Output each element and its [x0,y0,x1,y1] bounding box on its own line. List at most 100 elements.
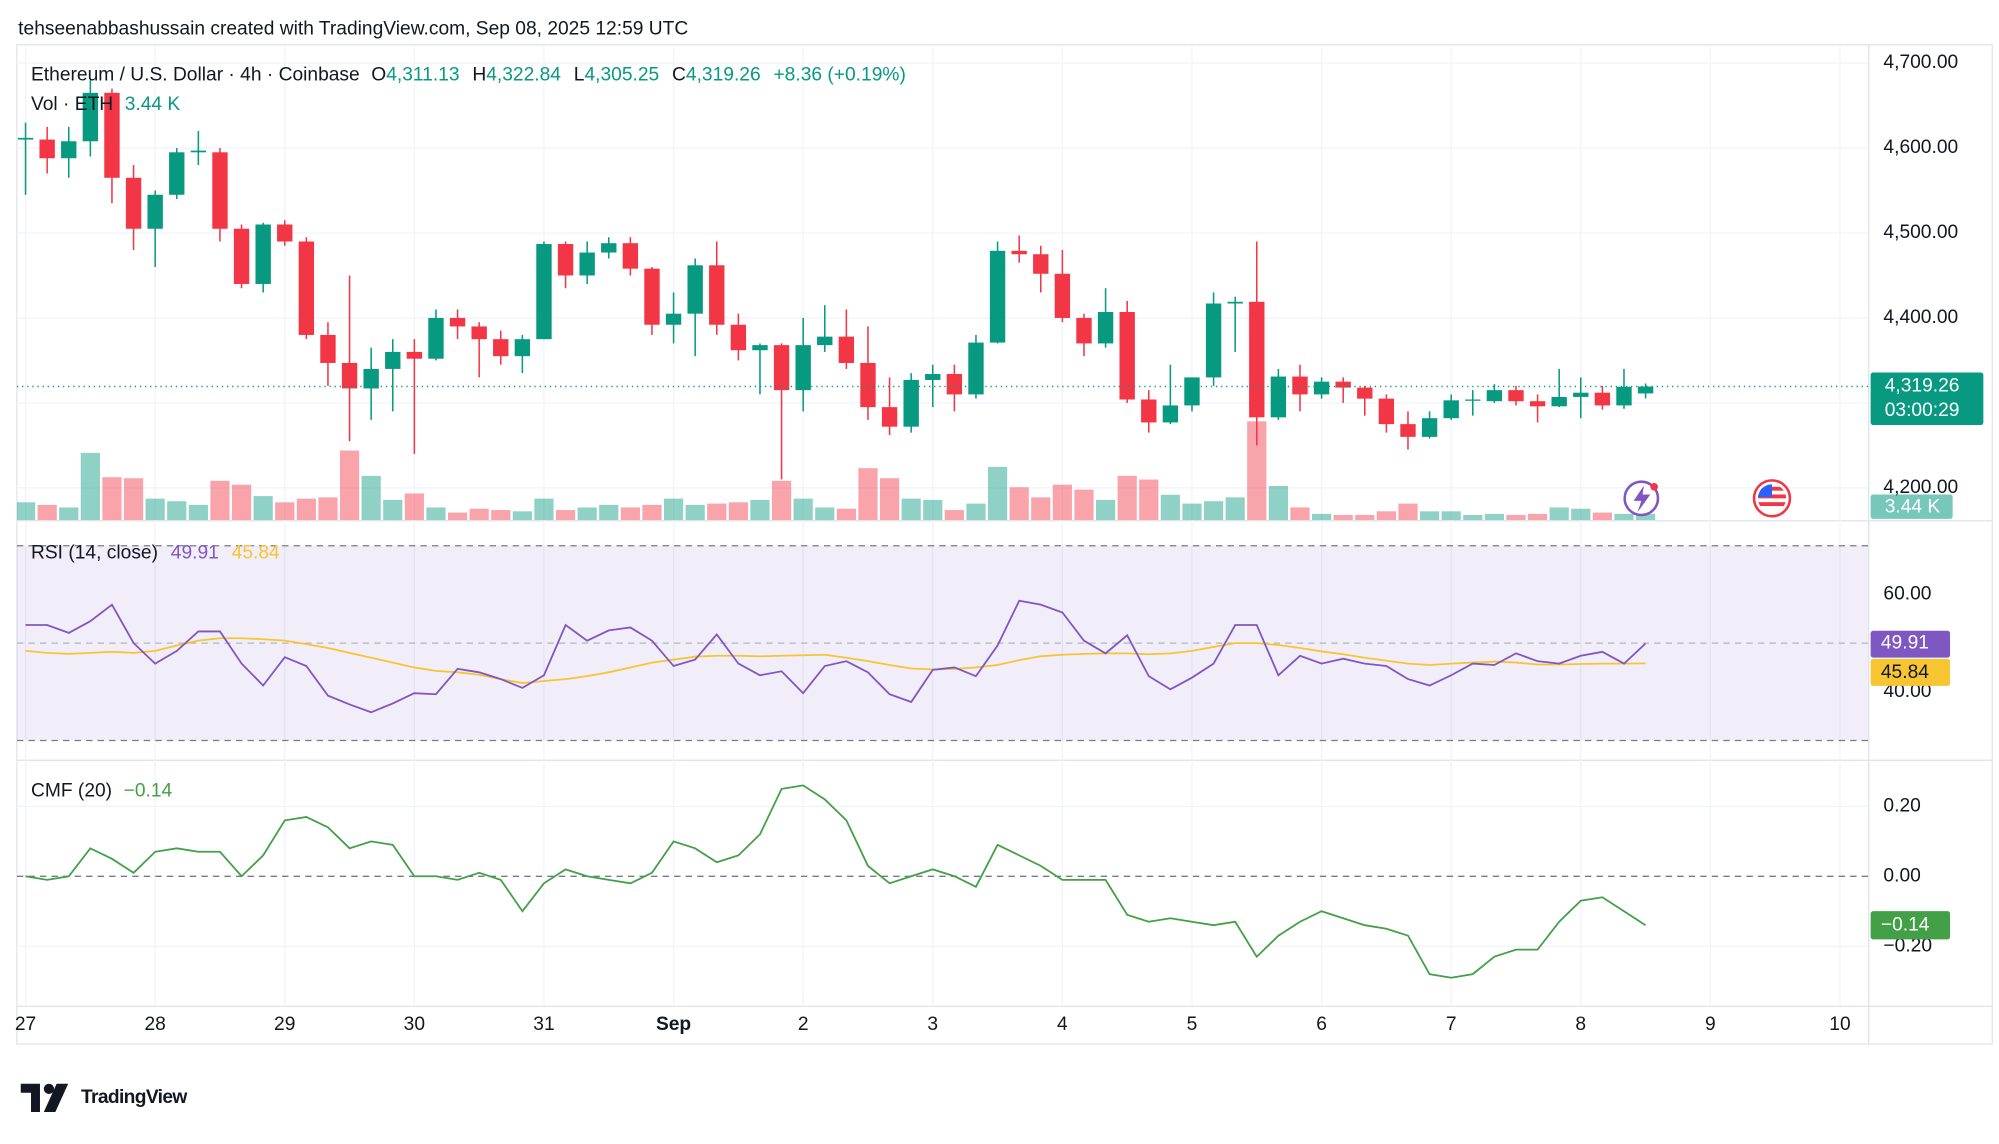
x-tick-label: 27 [15,1014,36,1035]
candle-body [61,141,77,159]
candle-body [1335,381,1351,388]
volume-value: 3.44 K [125,94,181,115]
volume-bar [987,466,1008,521]
volume-bar [1009,487,1029,521]
candle-body [1313,381,1330,395]
candle-body [665,313,682,325]
volume-bar [1333,514,1353,521]
candle-body [1097,311,1114,344]
volume-bar [901,498,921,521]
x-tick-label: Sep [656,1014,691,1035]
volume-name: Vol · ETH [31,94,113,115]
volume-bar [426,507,446,521]
cmf-tick-label: 0.00 [1883,865,1920,886]
volume-bar [1290,507,1310,521]
candle-body [817,336,833,346]
candle-body [1378,398,1395,425]
candle-body [687,265,703,314]
volume-bar [1182,503,1202,521]
candle-body [1162,405,1179,423]
rsi-ma-value: 45.84 [232,543,280,564]
volume-bar [447,512,468,521]
volume-bar [1484,513,1504,521]
volume-bar [123,478,144,521]
countdown-label: 03:00:29 [1885,400,1960,421]
cmf-tick-label: 0.20 [1883,795,1920,816]
volume-bar [1614,513,1634,521]
volume-bar [318,497,338,521]
volume-legend: Vol · ETH 3.44 K [31,94,180,115]
candle-body [233,228,250,284]
candle-body [39,139,55,159]
volume-bar [1311,513,1332,521]
candle-body [428,317,444,359]
candle-body [1443,400,1459,419]
candle-body [1357,387,1373,399]
candle-body [838,336,855,363]
candle-body [147,194,163,229]
candle-body [1529,401,1546,407]
ohlc-value: 4,305.25 [584,65,659,86]
candle-body [622,243,639,269]
volume-bar [750,499,770,521]
ohlc-value: 4,319.26 [686,65,761,86]
candle-body [644,268,660,325]
candle-body [1292,376,1308,395]
volume-bar [793,498,813,521]
rsi-value: 49.91 [171,543,219,564]
candle-body [1508,390,1524,402]
volume-bar [1527,513,1548,521]
volume-bar [1398,503,1418,521]
x-tick-label: 5 [1187,1014,1198,1035]
candle-body [1594,392,1611,406]
cmf-legend: CMF (20) −0.14 [31,781,173,802]
cmf-badge-label: −0.14 [1881,914,1930,935]
cmf-tick-label: −0.20 [1883,935,1932,956]
candle-body [514,339,531,357]
candle-body [104,92,120,178]
volume-bar [491,510,511,521]
candle-body [1270,376,1287,418]
volume-bar [1506,514,1526,521]
volume-bar [663,498,684,521]
volume-bar [1074,489,1094,521]
volume-bar [815,507,835,521]
volume-bar [275,502,295,521]
rsi-ma-badge [1870,658,1951,686]
candle-body [601,243,617,253]
candle-body [903,379,919,427]
volume-bar [512,511,532,521]
ohlc-key: H [472,65,486,86]
candle-body [406,351,423,359]
volume-bar [1225,497,1245,521]
volume-bar [1549,507,1569,521]
candle-body [385,351,401,369]
volume-bar [383,499,403,521]
candle-body [277,224,293,242]
lightning-icon [1623,480,1660,517]
x-tick-label: 6 [1316,1014,1327,1035]
ohlc-key: O [371,65,386,86]
volume-bar [253,496,273,521]
candle-body [1486,390,1503,402]
volume-bar [296,498,316,521]
candle-body [752,345,768,351]
volume-bar [599,504,619,521]
candle-body [1551,396,1567,407]
volume-badge-label: 3.44 K [1885,496,1941,517]
x-tick-label: 8 [1575,1014,1586,1035]
grid-layer [16,44,1869,1006]
volume-bar [145,498,165,521]
candle-body [17,137,34,140]
x-tick-label: 4 [1057,1014,1068,1035]
rsi-tick-label: 40.00 [1883,681,1931,702]
candle-body [449,317,466,327]
ohlc-key: C [672,65,686,86]
volume-bar [339,450,360,521]
volume-bar [210,480,230,521]
candle-body [471,326,487,340]
volume-bar [469,508,489,521]
volume-bar [231,484,252,521]
